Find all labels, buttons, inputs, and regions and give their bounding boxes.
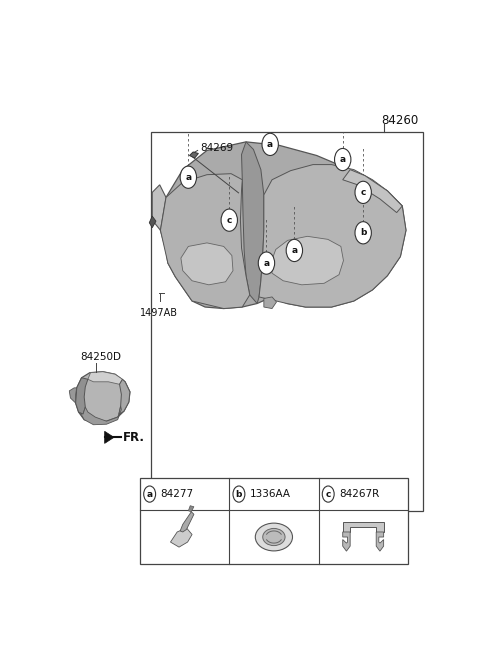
Text: 84260: 84260 [382, 113, 419, 127]
Circle shape [335, 148, 351, 171]
Polygon shape [181, 243, 233, 285]
Text: 84269: 84269 [201, 144, 234, 154]
Polygon shape [264, 297, 276, 308]
Text: 84267R: 84267R [339, 489, 379, 499]
Text: c: c [360, 188, 366, 197]
Circle shape [286, 239, 302, 262]
FancyBboxPatch shape [140, 478, 408, 564]
Polygon shape [343, 532, 350, 551]
Text: a: a [267, 140, 273, 149]
Text: 1336AA: 1336AA [250, 489, 291, 499]
Polygon shape [88, 372, 122, 384]
Text: a: a [185, 173, 192, 182]
Polygon shape [259, 165, 406, 307]
Circle shape [233, 486, 245, 502]
Polygon shape [343, 522, 384, 532]
Polygon shape [160, 142, 406, 308]
Polygon shape [170, 528, 192, 547]
Circle shape [355, 222, 372, 244]
Polygon shape [180, 512, 194, 532]
Polygon shape [69, 388, 77, 403]
Polygon shape [271, 236, 344, 285]
Text: a: a [291, 246, 298, 255]
Polygon shape [188, 506, 194, 512]
Circle shape [262, 133, 278, 155]
Text: c: c [227, 216, 232, 224]
Polygon shape [190, 152, 198, 158]
Ellipse shape [263, 529, 285, 546]
Polygon shape [376, 532, 384, 551]
Polygon shape [76, 372, 130, 422]
Circle shape [180, 166, 196, 188]
Text: 84250D: 84250D [81, 352, 121, 361]
Ellipse shape [255, 523, 292, 551]
Polygon shape [149, 216, 156, 228]
Text: a: a [146, 489, 153, 499]
Text: c: c [325, 489, 331, 499]
Circle shape [322, 486, 334, 502]
Circle shape [258, 252, 275, 274]
Text: FR.: FR. [123, 431, 145, 444]
Polygon shape [152, 185, 166, 230]
Polygon shape [81, 406, 121, 424]
Circle shape [144, 486, 156, 502]
Polygon shape [76, 378, 88, 414]
Polygon shape [105, 431, 114, 443]
Text: a: a [340, 155, 346, 164]
Polygon shape [241, 142, 264, 304]
Text: a: a [264, 258, 270, 268]
Circle shape [355, 181, 372, 203]
Polygon shape [119, 379, 130, 415]
Text: 1497AB: 1497AB [140, 308, 178, 318]
Polygon shape [160, 174, 250, 308]
Circle shape [221, 209, 238, 232]
Text: 84277: 84277 [160, 489, 193, 499]
Polygon shape [343, 170, 402, 213]
Text: b: b [360, 228, 366, 237]
Text: b: b [236, 489, 242, 499]
